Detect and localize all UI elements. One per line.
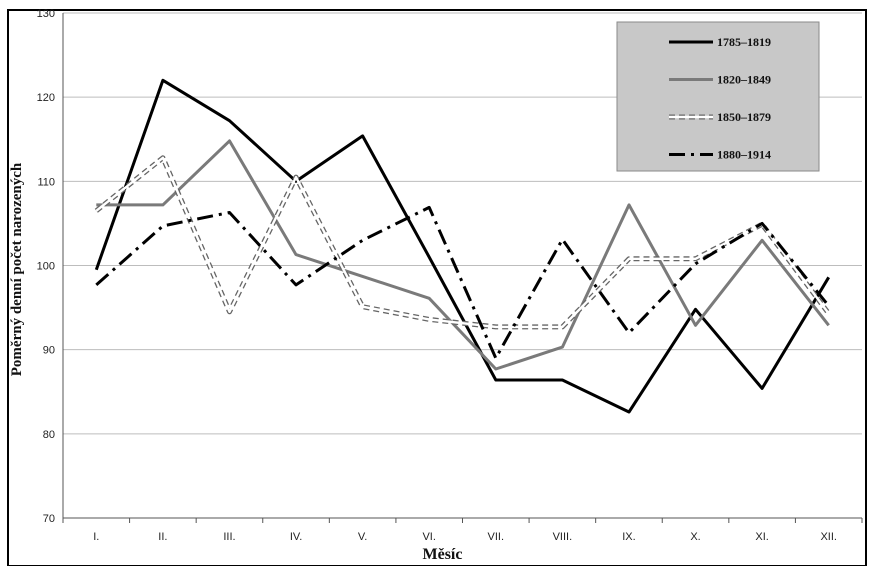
legend-label: 1820–1849 — [717, 73, 771, 87]
x-tick-label: IV. — [290, 531, 302, 543]
x-tick-label: IX. — [622, 531, 635, 543]
x-tick-label: I. — [93, 531, 99, 543]
series-1 — [94, 78, 830, 414]
legend-label: 1785–1819 — [717, 35, 771, 49]
x-tick-label: XI. — [755, 531, 768, 543]
x-tick-label: VIII. — [553, 531, 573, 543]
y-tick-label: 70 — [43, 513, 55, 525]
series-line — [95, 205, 830, 360]
legend-entry: 1880–1914 — [669, 148, 771, 162]
y-axis-title: Poměrný denní počet narozených — [9, 162, 25, 376]
x-tick-label: VI. — [422, 531, 435, 543]
x-tick-label: VII. — [488, 531, 505, 543]
y-tick-label: 120 — [37, 92, 55, 104]
x-tick-label: III. — [223, 531, 235, 543]
y-tick-label: 90 — [43, 345, 55, 357]
series-3 — [94, 155, 831, 330]
legend-entry: 1785–1819 — [669, 35, 771, 49]
x-axis-title: Měsíc — [423, 546, 463, 563]
x-tick-label: XII. — [820, 531, 837, 543]
y-tick-label: 110 — [37, 176, 55, 188]
x-tick-label: II. — [158, 531, 167, 543]
legend-entry: 1820–1849 — [669, 73, 771, 87]
legend-box — [616, 21, 820, 172]
series-4 — [95, 205, 830, 360]
x-tick-label: V. — [358, 531, 367, 543]
y-tick-label: 100 — [37, 261, 55, 273]
legend-entry: 1850–1879 — [669, 110, 771, 124]
y-tick-label: 80 — [43, 429, 55, 441]
x-tick-label: X. — [690, 531, 700, 543]
series-line-inner — [95, 156, 830, 329]
legend-label: 1850–1879 — [717, 110, 771, 124]
series-2 — [96, 139, 830, 371]
series-line — [94, 78, 830, 414]
legend-label: 1880–1914 — [717, 148, 771, 162]
y-tick-label: 130 — [37, 8, 55, 20]
series-line — [96, 139, 830, 371]
